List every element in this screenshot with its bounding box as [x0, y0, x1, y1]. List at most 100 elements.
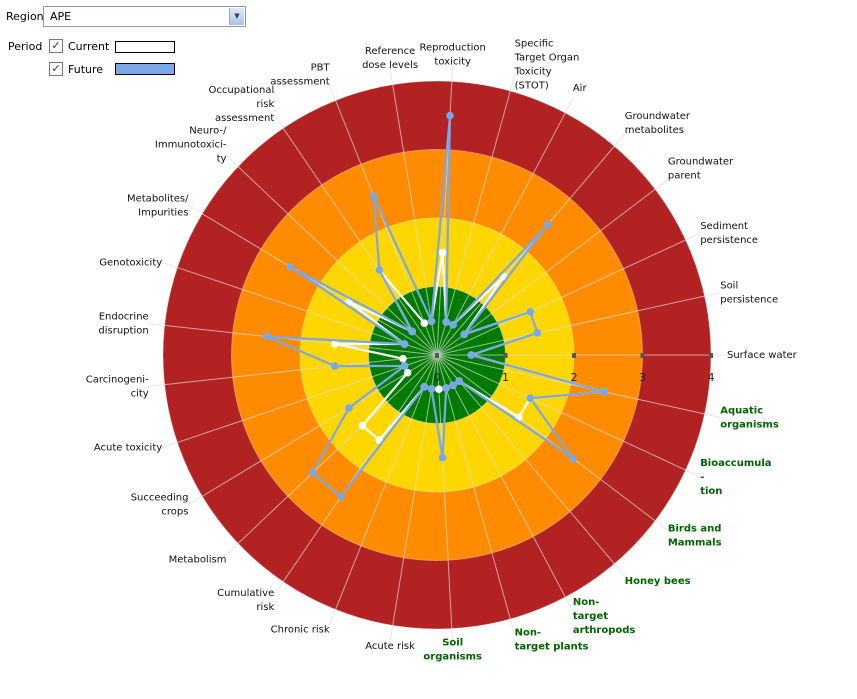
tick-label: 3 — [639, 371, 646, 384]
spoke — [436, 178, 670, 356]
data-point-future — [262, 332, 271, 341]
axis-label: Groundwater metabolites — [625, 111, 691, 136]
axis-label: Acute risk — [365, 641, 415, 652]
current-swatch — [115, 41, 175, 53]
tick-label: 2 — [571, 371, 578, 384]
axis-label: Non-target plants — [515, 627, 589, 652]
spoke — [225, 154, 438, 356]
data-point-future — [286, 262, 295, 271]
data-point-current — [420, 319, 429, 327]
current-label: Current — [68, 40, 110, 53]
axis-label: Aquatic organisms — [720, 405, 779, 430]
data-point-future — [438, 453, 447, 462]
tick-label: 0 — [434, 371, 441, 384]
axis-label: Acute toxicity — [94, 443, 162, 454]
axis-label: Cumulative risk — [217, 588, 274, 613]
axis-label: Metabolism — [169, 554, 227, 565]
data-point-future — [442, 384, 450, 392]
data-point-future — [544, 220, 552, 229]
spoke — [328, 84, 438, 356]
axis-label: Occupational risk assessment — [209, 85, 275, 124]
data-point-future — [449, 320, 457, 329]
axis-label: Neuro-/Immunotoxici-ty — [155, 126, 227, 165]
spoke — [436, 354, 670, 532]
data-point-future — [449, 381, 457, 390]
region-value: APE — [50, 10, 72, 23]
tick-mark — [572, 353, 576, 358]
spoke — [147, 354, 438, 387]
spoke — [436, 291, 722, 356]
spoke — [436, 132, 626, 356]
tick-mark — [503, 353, 508, 358]
axis-label: PBT assessment — [270, 63, 330, 88]
data-point-current — [438, 248, 447, 257]
spoke — [436, 354, 722, 419]
axis-label: Birds and Mammals — [668, 524, 722, 549]
spoke — [436, 232, 702, 356]
tick-mark — [640, 353, 645, 358]
data-point-future — [408, 327, 416, 336]
axis-label: Soil organisms — [423, 638, 482, 663]
data-point-future — [460, 330, 469, 339]
axis-label: Succeeding crops — [131, 493, 189, 518]
spoke — [187, 354, 438, 506]
data-point-current — [399, 354, 407, 363]
data-point-future — [308, 468, 317, 477]
axis-label: Non-target arthropods — [573, 597, 636, 636]
data-point-future — [345, 404, 353, 412]
region-label: Region — [6, 10, 44, 23]
data-point-future — [569, 454, 578, 463]
period-label: Period — [8, 40, 43, 53]
chevron-down-icon[interactable]: ▼ — [229, 8, 244, 25]
data-point-future — [446, 111, 454, 120]
axis-label: Endocrine disruption — [98, 312, 148, 337]
axis-label: Metabolites/Impurities — [127, 193, 189, 218]
data-point-future — [420, 383, 429, 391]
spoke — [436, 74, 516, 356]
spoke — [160, 354, 438, 449]
future-label: Future — [68, 63, 104, 76]
data-point-future — [526, 308, 535, 316]
data-point-future — [533, 329, 542, 337]
axis-label: Specific Target Organ Toxicity (STOT) — [514, 39, 580, 92]
data-point-current — [403, 368, 412, 377]
spoke — [187, 204, 438, 356]
spoke — [273, 113, 438, 356]
region-select[interactable]: APE ▼ — [43, 6, 246, 27]
axis-label: Honey bees — [625, 576, 691, 587]
data-point-future — [400, 362, 409, 370]
data-point-current — [331, 340, 339, 348]
spoke — [328, 354, 438, 626]
spoke — [436, 354, 626, 578]
axis-label: Sediment persistence — [700, 221, 758, 246]
data-point-future — [427, 384, 436, 393]
data-point-future — [400, 340, 409, 348]
tick-label: 1 — [502, 371, 509, 384]
axis-label: Carcinogeni-city — [86, 374, 149, 399]
data-point-future — [337, 492, 345, 501]
axis-label: Air — [573, 83, 588, 94]
data-point-future — [600, 388, 609, 396]
data-point-future — [331, 362, 339, 370]
spoke — [225, 354, 438, 556]
spoke — [389, 67, 438, 356]
spoke — [273, 354, 438, 597]
current-checkbox[interactable]: ✓ — [49, 39, 63, 53]
data-point-future — [526, 394, 535, 402]
spoke — [436, 354, 516, 636]
data-point-future — [442, 318, 450, 326]
data-point-future — [427, 317, 436, 326]
data-point-future — [467, 351, 476, 359]
axis-label: Groundwater parent — [668, 156, 734, 181]
future-checkbox[interactable]: ✓ — [49, 62, 63, 76]
data-point-future — [455, 377, 463, 385]
data-point-future — [375, 266, 384, 274]
axis-label: Surface water — [727, 350, 798, 361]
axis-label: Chronic risk — [271, 624, 330, 635]
spoke — [389, 354, 438, 643]
tick-label: 4 — [708, 371, 715, 384]
spoke — [147, 323, 438, 356]
future-swatch — [115, 63, 175, 75]
